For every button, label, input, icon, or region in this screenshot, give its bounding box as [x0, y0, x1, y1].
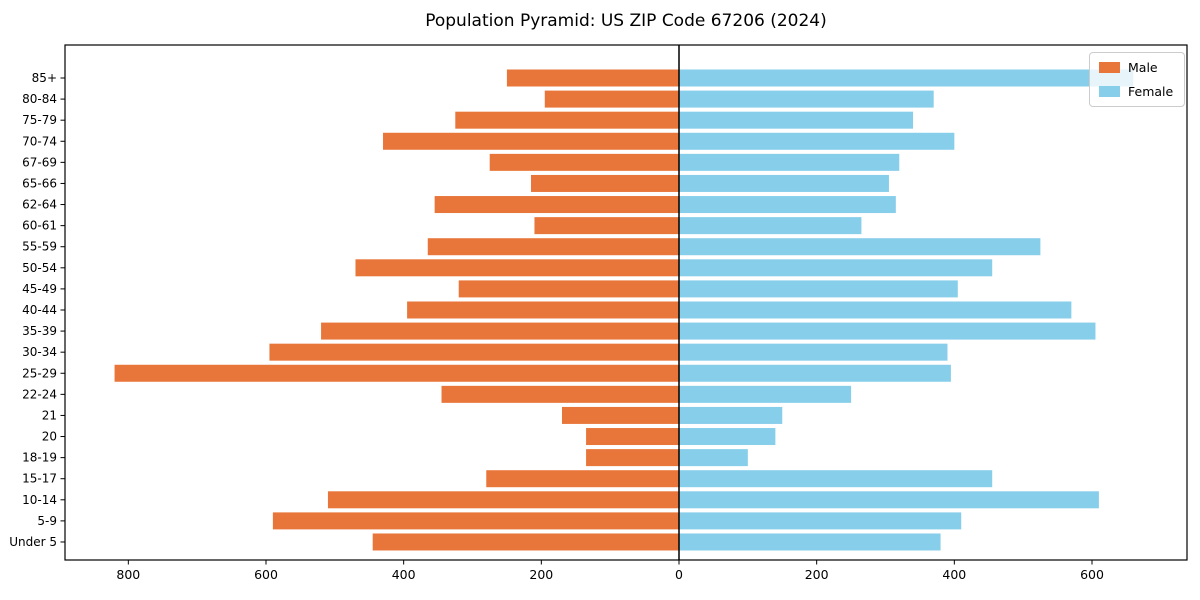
x-tick-label: 200 — [805, 567, 829, 582]
y-tick-label: 80-84 — [22, 92, 57, 106]
bar-male-85+ — [506, 69, 680, 87]
x-tick-label: 400 — [942, 567, 966, 582]
bar-female-18-19 — [679, 449, 748, 467]
bar-male-60-61 — [534, 217, 680, 235]
bar-male-18-19 — [586, 449, 680, 467]
y-tick-label: 21 — [42, 408, 57, 422]
bar-male-50-54 — [355, 259, 680, 277]
bar-male-65-66 — [531, 174, 680, 192]
bar-male-67-69 — [489, 153, 680, 171]
bar-female-25-29 — [679, 364, 951, 382]
y-tick-label: 20 — [42, 430, 57, 444]
y-tick-label: 70-74 — [22, 134, 57, 148]
y-tick-label: 62-64 — [22, 198, 57, 212]
y-tick-label: 67-69 — [22, 155, 57, 169]
bar-female-70-74 — [679, 132, 955, 150]
bar-male-70-74 — [383, 132, 680, 150]
bar-female-35-39 — [679, 322, 1096, 340]
bar-female-45-49 — [679, 280, 958, 298]
bar-male-35-39 — [321, 322, 680, 340]
x-tick-label: 600 — [1080, 567, 1104, 582]
bar-male-10-14 — [327, 491, 680, 509]
y-tick-label: 22-24 — [22, 387, 57, 401]
bar-female-21 — [679, 406, 783, 424]
y-tick-label: 65-66 — [22, 176, 57, 190]
legend-label-male: Male — [1128, 60, 1158, 75]
y-tick-label: 15-17 — [22, 472, 57, 486]
bar-female-5-9 — [679, 512, 962, 530]
legend-item-male: Male — [1099, 60, 1173, 75]
x-tick-label: 600 — [254, 567, 278, 582]
y-tick-label: 10-14 — [22, 493, 57, 507]
legend: Male Female — [1089, 52, 1186, 107]
legend-item-female: Female — [1099, 84, 1173, 99]
bar-female-40-44 — [679, 301, 1072, 319]
x-tick-label: 200 — [529, 567, 553, 582]
bar-male-45-49 — [458, 280, 680, 298]
x-tick-label: 400 — [392, 567, 416, 582]
bar-female-60-61 — [679, 217, 862, 235]
bar-male-21 — [561, 406, 680, 424]
female-color-swatch — [1099, 86, 1120, 97]
bar-female-20 — [679, 428, 776, 446]
y-tick-label: 45-49 — [22, 282, 57, 296]
y-tick-label: 60-61 — [22, 219, 57, 233]
y-tick-label: 35-39 — [22, 324, 57, 338]
bar-male-Under 5 — [372, 533, 680, 551]
y-tick-label: 50-54 — [22, 261, 57, 275]
bar-female-65-66 — [679, 174, 889, 192]
y-tick-label: 40-44 — [22, 303, 57, 317]
bar-male-80-84 — [544, 90, 680, 108]
bar-male-40-44 — [407, 301, 680, 319]
bar-male-15-17 — [486, 470, 680, 488]
bar-male-22-24 — [441, 385, 680, 403]
bar-female-55-59 — [679, 238, 1041, 256]
male-color-swatch — [1099, 62, 1120, 73]
bar-male-20 — [586, 428, 680, 446]
y-tick-label: 85+ — [32, 71, 57, 85]
bar-female-85+ — [679, 69, 1134, 87]
y-tick-label: 18-19 — [22, 451, 57, 465]
bar-male-55-59 — [427, 238, 680, 256]
y-tick-label: Under 5 — [9, 535, 57, 549]
y-tick-label: 30-34 — [22, 345, 57, 359]
bar-female-50-54 — [679, 259, 993, 277]
x-tick-label: 800 — [116, 567, 140, 582]
legend-label-female: Female — [1128, 84, 1174, 99]
y-tick-label: 25-29 — [22, 366, 57, 380]
x-tick-label: 0 — [675, 567, 683, 582]
bar-male-75-79 — [455, 111, 680, 129]
y-tick-label: 5-9 — [37, 514, 57, 528]
bar-female-75-79 — [679, 111, 914, 129]
y-tick-label: 55-59 — [22, 240, 57, 254]
bar-female-67-69 — [679, 153, 900, 171]
bar-female-10-14 — [679, 491, 1099, 509]
bar-female-80-84 — [679, 90, 934, 108]
chart-title: Population Pyramid: US ZIP Code 67206 (2… — [425, 11, 827, 31]
bar-male-62-64 — [434, 196, 680, 214]
bar-female-15-17 — [679, 470, 993, 488]
y-tick-label: 75-79 — [22, 113, 57, 127]
bar-female-Under 5 — [679, 533, 941, 551]
bar-male-30-34 — [269, 343, 680, 361]
bar-male-5-9 — [272, 512, 680, 530]
bar-male-25-29 — [114, 364, 680, 382]
bar-female-62-64 — [679, 196, 896, 214]
axes-border — [64, 44, 1188, 561]
bar-female-22-24 — [679, 385, 852, 403]
bar-female-30-34 — [679, 343, 948, 361]
